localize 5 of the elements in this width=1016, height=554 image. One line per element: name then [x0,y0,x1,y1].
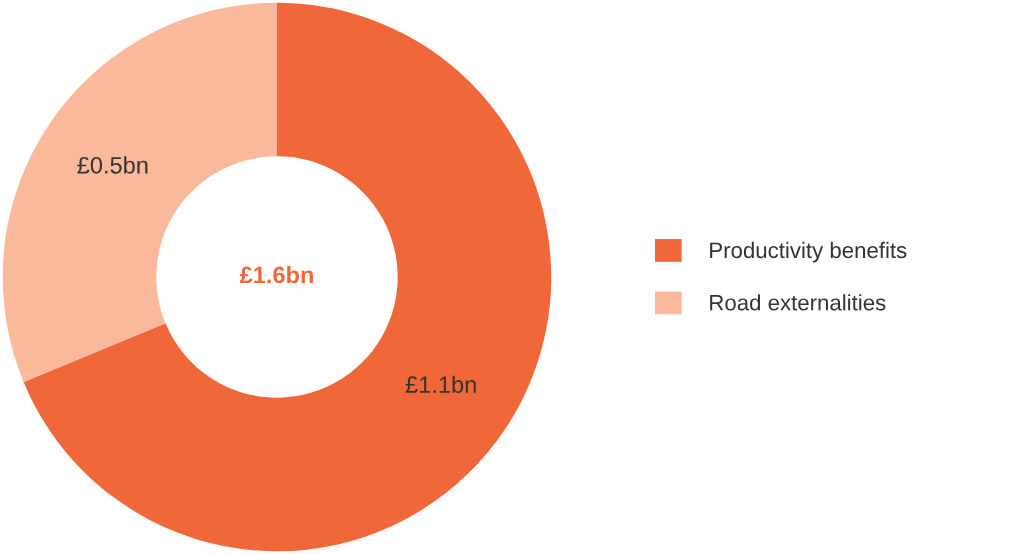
data-label: £1.1bn [405,375,476,394]
legend-label: Road externalities [710,294,886,311]
data-label: £0.5bn [77,156,148,174]
text: £1.6bn [239,265,313,284]
legend-label: Productivity benefits [710,241,907,263]
